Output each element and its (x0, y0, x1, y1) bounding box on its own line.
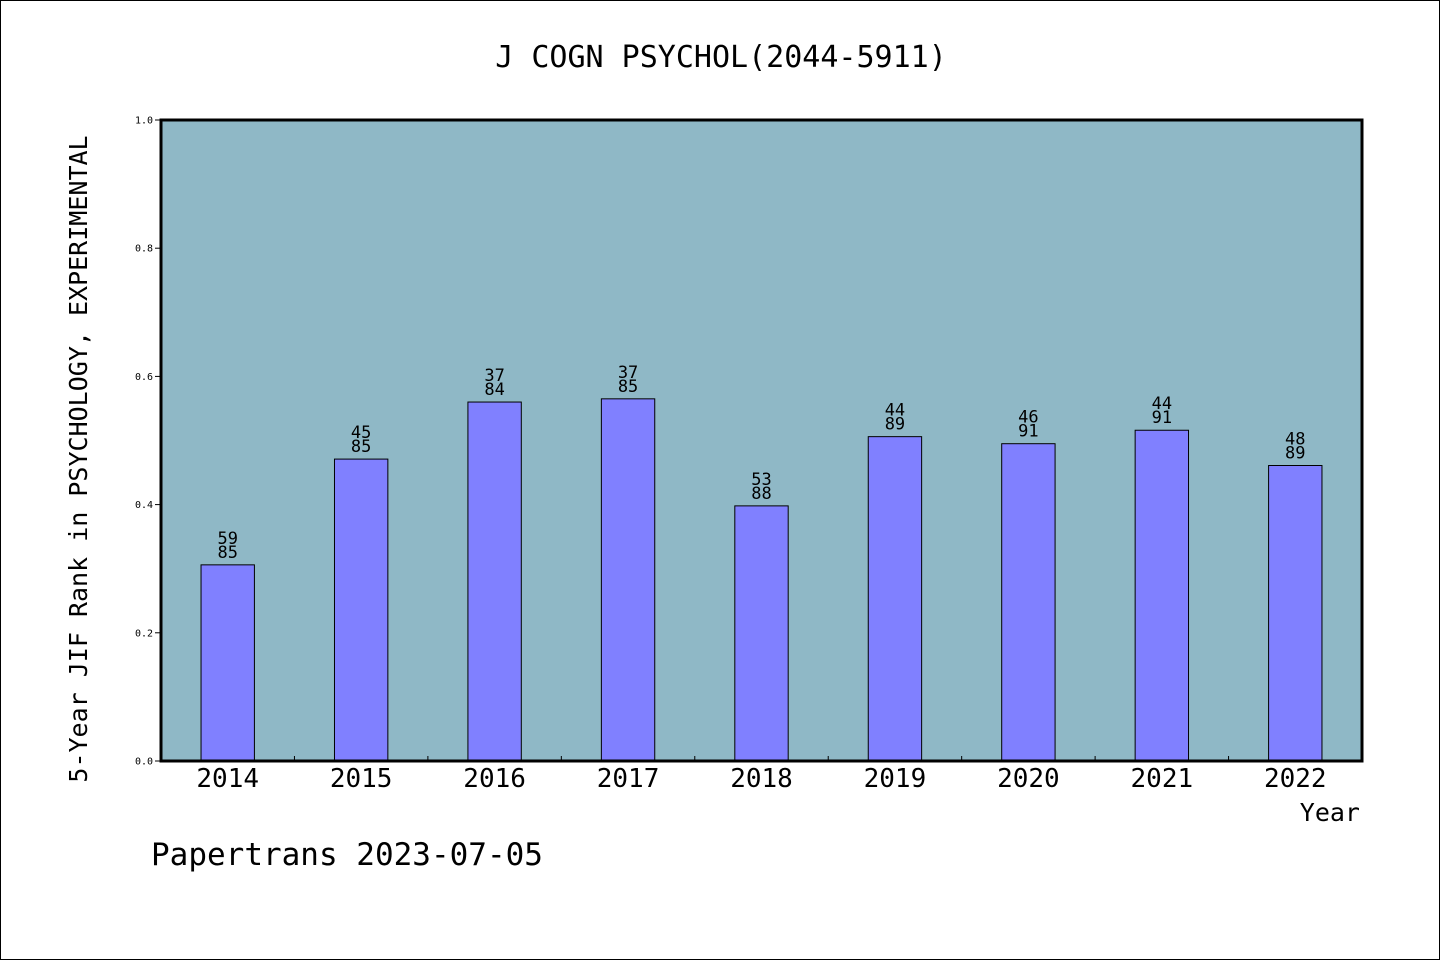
bar-2016 (467, 401, 522, 762)
bar-2022 (1268, 464, 1323, 762)
bar-rank-label-2015: 45 (351, 423, 371, 443)
y-tick-label-0.4: 0.4 (135, 500, 153, 511)
x-tick-label-2015: 2015 (330, 764, 393, 794)
x-tick-label-2020: 2020 (997, 764, 1060, 794)
bar-total-label-2015: 85 (351, 437, 371, 457)
bar-total-label-2021: 91 (1152, 408, 1172, 428)
x-tick-label-2018: 2018 (730, 764, 793, 794)
bar-total-label-2020: 91 (1018, 422, 1038, 442)
y-tick-label-0.8: 0.8 (135, 244, 153, 255)
bar-2020 (1001, 443, 1056, 762)
bar-2015 (333, 458, 389, 762)
x-tick-label-2017: 2017 (597, 764, 660, 794)
bar-rank-label-2017: 37 (618, 363, 638, 383)
bar-total-label-2018: 88 (751, 484, 771, 504)
y-tick-label-1.0: 1.0 (135, 116, 153, 127)
bar-2017 (600, 398, 656, 762)
bar-rank-label-2021: 44 (1152, 394, 1172, 414)
bar-total-label-2019: 89 (885, 415, 905, 435)
bar-2021 (1134, 429, 1190, 762)
bars-layer (200, 398, 1323, 762)
x-axis: 2014 2015 2016 2017 2018 2019 2020 2021 2022 (196, 756, 1327, 794)
y-tick-label-0.0: 0.0 (135, 757, 153, 768)
x-tick-label-2016: 2016 (463, 764, 526, 794)
x-tick-label-2019: 2019 (864, 764, 927, 794)
bar-total-label-2022: 89 (1285, 443, 1305, 463)
bar-rank-label-2019: 44 (885, 401, 905, 421)
bar-2018 (734, 505, 789, 762)
y-tick-label-0.2: 0.2 (135, 628, 153, 639)
bar-rank-label-2014: 59 (217, 529, 237, 549)
y-tick-label-0.6: 0.6 (135, 372, 153, 383)
x-tick-label-2022: 2022 (1264, 764, 1327, 794)
bar-rank-label-2020: 46 (1018, 408, 1038, 428)
bar-2014 (200, 564, 255, 762)
footer-credit: Papertrans 2023-07-05 (151, 837, 543, 873)
bar-rank-label-2022: 48 (1285, 429, 1305, 449)
y-axis: 0.0 0.2 0.4 0.6 0.8 1.0 (135, 116, 161, 768)
chart-title: J COGN PSYCHOL(2044-5911) (495, 40, 947, 75)
bar-total-label-2014: 85 (217, 543, 237, 563)
bar-total-label-2017: 85 (618, 377, 638, 397)
bar-total-label-2016: 84 (484, 380, 504, 400)
plot-border (159, 118, 1364, 763)
x-tick-label-2021: 2021 (1131, 764, 1194, 794)
y-axis-label: 5-Year JIF Rank in PSYCHOLOGY, EXPERIMEN… (64, 135, 93, 782)
x-axis-label: Year (1300, 798, 1360, 827)
bar-rank-label-2018: 53 (751, 470, 771, 490)
x-tick-label-2014: 2014 (196, 764, 259, 794)
bar-2019 (867, 436, 923, 762)
bar-rank-label-2016: 37 (484, 366, 504, 386)
